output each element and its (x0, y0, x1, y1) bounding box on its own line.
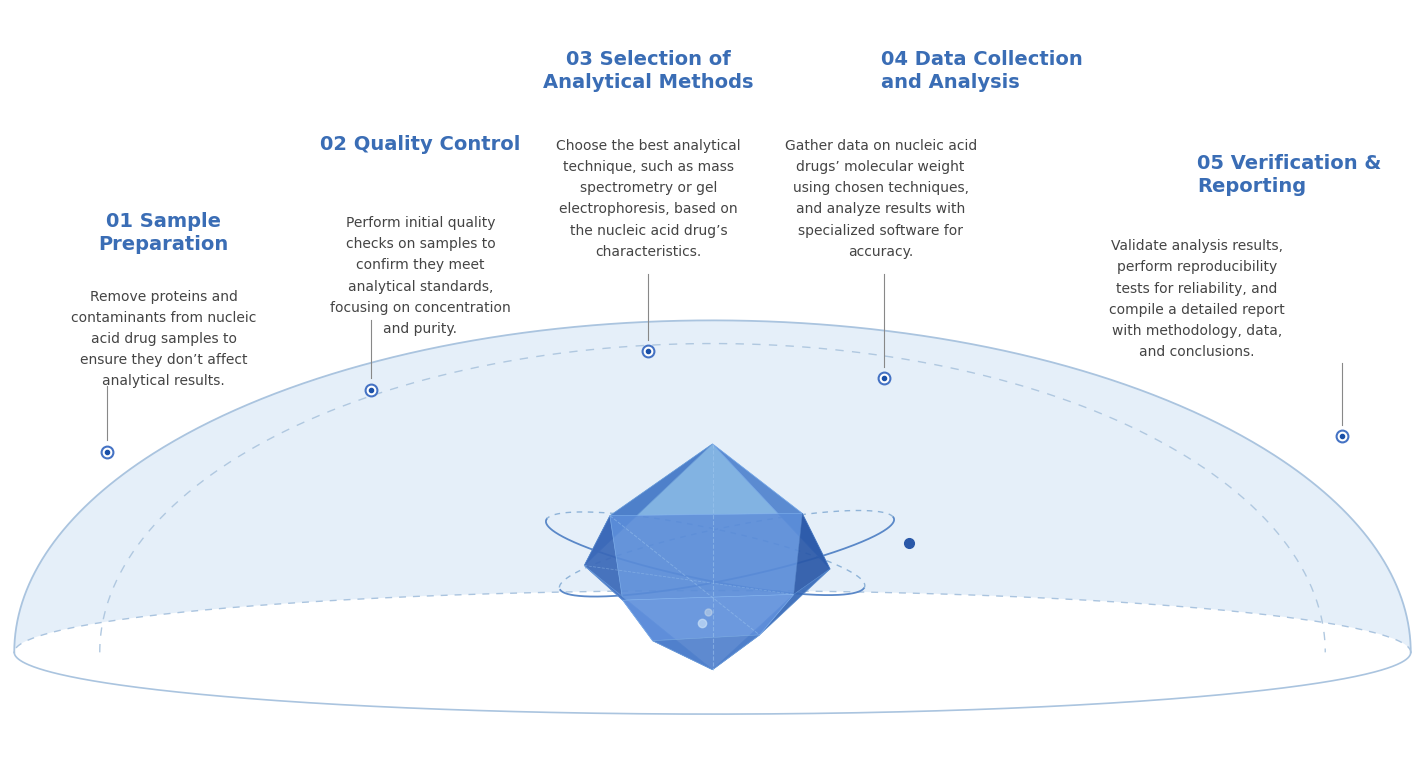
Polygon shape (14, 320, 1411, 652)
Text: Remove proteins and
contaminants from nucleic
acid drug samples to
ensure they d: Remove proteins and contaminants from nu… (71, 290, 256, 388)
Polygon shape (712, 444, 829, 569)
Polygon shape (653, 635, 760, 669)
Polygon shape (623, 594, 794, 641)
Text: Perform initial quality
checks on samples to
confirm they meet
analytical standa: Perform initial quality checks on sample… (331, 216, 510, 336)
Text: 04 Data Collection
and Analysis: 04 Data Collection and Analysis (881, 50, 1083, 92)
Text: Choose the best analytical
technique, such as mass
spectrometry or gel
electroph: Choose the best analytical technique, su… (556, 139, 741, 259)
Text: Gather data on nucleic acid
drugs’ molecular weight
using chosen techniques,
and: Gather data on nucleic acid drugs’ molec… (785, 139, 976, 259)
Polygon shape (610, 513, 802, 601)
Text: 03 Selection of
Analytical Methods: 03 Selection of Analytical Methods (543, 50, 754, 92)
Polygon shape (584, 444, 712, 565)
Polygon shape (584, 516, 623, 601)
Polygon shape (610, 444, 802, 516)
Polygon shape (794, 513, 829, 594)
Polygon shape (712, 569, 829, 669)
Text: 02 Quality Control: 02 Quality Control (321, 135, 520, 154)
Text: 01 Sample
Preparation: 01 Sample Preparation (98, 212, 229, 254)
Text: Validate analysis results,
perform reproducibility
tests for reliability, and
co: Validate analysis results, perform repro… (1109, 239, 1285, 359)
Polygon shape (584, 565, 712, 669)
Text: 05 Verification &
Reporting: 05 Verification & Reporting (1197, 154, 1381, 196)
